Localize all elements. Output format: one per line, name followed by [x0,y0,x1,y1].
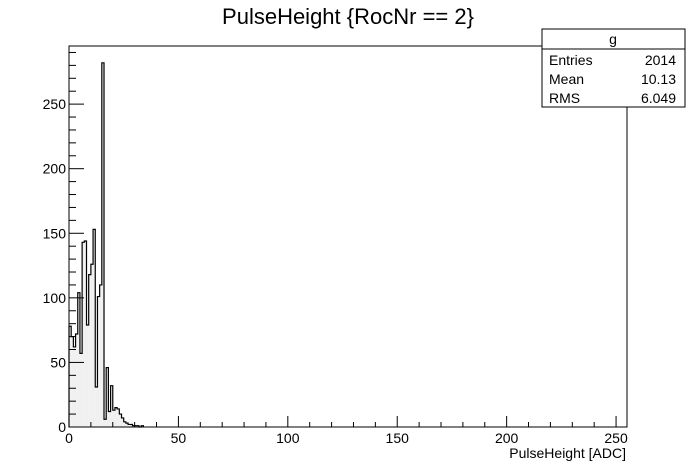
histogram-bar [79,353,83,427]
histogram-bar [121,417,124,427]
histogram-bar [110,385,113,427]
histogram-bar [130,424,133,427]
stats-entries-label: Entries [549,52,593,68]
y-tick-label: 250 [43,96,67,112]
histogram-bar [93,229,96,427]
x-tick-label: 250 [604,430,628,446]
histogram-bar [117,408,120,427]
x-tick-label: 0 [65,430,73,446]
histogram-bar [97,296,100,427]
histogram-bar [82,242,85,427]
histogram-bar [123,421,126,427]
x-tick-label: 150 [386,430,410,446]
stats-rms-label: RMS [549,90,580,106]
histogram-bar [112,410,115,427]
y-tick-label: 150 [43,225,67,241]
x-tick-label: 200 [495,430,519,446]
histogram-bar [128,424,131,427]
plot-area [68,62,144,428]
histogram-bar [108,411,111,427]
histogram-bar [73,346,76,427]
histogram-bar [101,62,105,428]
histogram-bar [90,264,94,427]
stats-entries-value: 2014 [645,52,676,68]
y-tick-label: 0 [58,419,66,435]
y-tick-label: 200 [43,161,67,177]
histogram-bar [77,292,80,427]
y-tick-label: 50 [50,354,66,370]
x-axis-label: PulseHeight [ADC] [509,445,626,461]
histogram-bar [88,274,91,427]
stats-box-title: g [609,31,617,47]
axes: 0 50 100 150 200 250 0 50 100 150 200 250 [43,51,628,446]
stats-rms-value: 6.049 [641,90,676,106]
histogram-bar [106,367,109,427]
histogram-bar [114,407,118,427]
stats-box-frame [541,28,686,108]
histogram-bar [125,423,129,427]
histogram-bar [119,414,122,427]
histogram-bar [86,324,89,427]
stats-mean-value: 10.13 [641,71,676,87]
histogram-bar [95,386,98,427]
stats-mean-label: Mean [549,71,584,87]
histogram-bar [69,326,72,427]
x-tick-label: 100 [276,430,300,446]
histogram-bar [84,241,87,427]
histogram-bar [132,425,135,427]
x-tick-label: 50 [171,430,187,446]
histogram-outline [68,62,144,428]
histogram-bar [99,284,102,427]
histogram-bar [75,334,78,427]
histogram-bar [71,336,74,427]
chart-title: PulseHeight {RocNr == 2} [222,4,474,29]
histogram-bar [104,419,107,427]
plot-frame [68,45,628,428]
histogram-bar [136,425,140,427]
stats-box: g Entries 2014 Mean 10.13 RMS 6.049 [541,28,686,108]
histogram-bar [134,425,137,427]
histogram-bar [141,425,144,427]
y-tick-label: 100 [43,290,67,306]
